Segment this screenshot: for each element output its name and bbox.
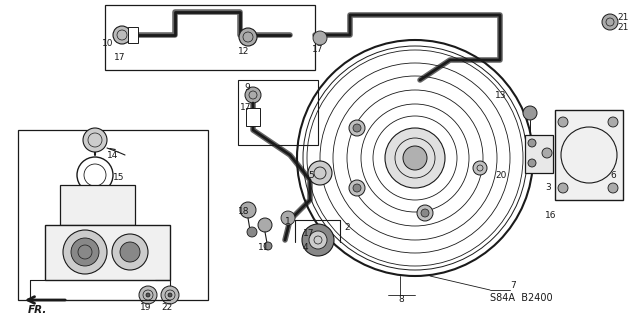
Circle shape [528, 139, 536, 147]
Circle shape [528, 159, 536, 167]
Text: 9: 9 [244, 83, 250, 92]
Circle shape [71, 238, 99, 266]
Circle shape [523, 106, 537, 120]
Circle shape [473, 161, 487, 175]
Circle shape [309, 231, 327, 249]
Circle shape [302, 224, 334, 256]
Bar [128, 27, 138, 43]
Circle shape [161, 286, 179, 304]
Text: 21: 21 [617, 24, 628, 33]
Circle shape [112, 234, 148, 270]
Circle shape [281, 211, 295, 225]
Text: 14: 14 [107, 151, 118, 160]
Text: 17: 17 [303, 228, 314, 238]
Circle shape [421, 209, 429, 217]
Circle shape [558, 183, 568, 193]
Circle shape [139, 286, 157, 304]
Text: 18: 18 [238, 207, 250, 217]
Bar [246, 108, 260, 126]
Text: 22: 22 [161, 303, 172, 313]
Text: 7: 7 [510, 281, 516, 291]
Text: 17: 17 [240, 103, 252, 113]
Text: 19: 19 [140, 303, 152, 313]
Circle shape [245, 87, 261, 103]
Text: 3: 3 [545, 183, 551, 192]
Circle shape [608, 117, 618, 127]
Text: 11: 11 [258, 242, 269, 251]
Circle shape [353, 124, 361, 132]
Text: 1: 1 [285, 218, 291, 226]
Circle shape [349, 120, 365, 136]
Text: 8: 8 [398, 295, 404, 305]
Text: 21: 21 [617, 13, 628, 23]
Circle shape [308, 161, 332, 185]
Bar [525, 135, 553, 173]
Circle shape [313, 31, 327, 45]
Circle shape [247, 227, 257, 237]
Circle shape [403, 146, 427, 170]
Circle shape [353, 184, 361, 192]
Bar [105, 5, 315, 70]
Bar [555, 110, 623, 200]
Circle shape [258, 218, 272, 232]
Text: 17: 17 [312, 46, 323, 55]
Circle shape [349, 180, 365, 196]
Text: 17: 17 [114, 53, 125, 62]
Text: 15: 15 [113, 174, 125, 182]
Text: 10: 10 [102, 39, 113, 48]
Bar [18, 130, 208, 300]
Text: 2: 2 [344, 224, 349, 233]
Text: 4: 4 [303, 243, 308, 253]
Circle shape [608, 183, 618, 193]
Circle shape [120, 242, 140, 262]
Circle shape [240, 202, 256, 218]
Circle shape [542, 148, 552, 158]
Circle shape [63, 230, 107, 274]
Text: FR.: FR. [28, 305, 47, 315]
Circle shape [113, 26, 131, 44]
Text: 13: 13 [495, 91, 506, 100]
Text: S84A  B2400: S84A B2400 [490, 293, 552, 303]
Text: 5: 5 [308, 170, 314, 180]
Circle shape [239, 28, 257, 46]
Circle shape [168, 293, 172, 297]
Circle shape [83, 128, 107, 152]
Bar [60, 185, 135, 225]
Circle shape [146, 293, 150, 297]
Circle shape [264, 242, 272, 250]
Text: 20: 20 [495, 170, 506, 180]
Text: 12: 12 [238, 48, 250, 56]
Text: 6: 6 [610, 170, 616, 180]
Bar [45, 225, 170, 280]
Text: 16: 16 [545, 211, 557, 219]
Circle shape [558, 117, 568, 127]
Circle shape [602, 14, 618, 30]
Circle shape [385, 128, 445, 188]
Circle shape [417, 205, 433, 221]
Bar [238, 80, 318, 145]
